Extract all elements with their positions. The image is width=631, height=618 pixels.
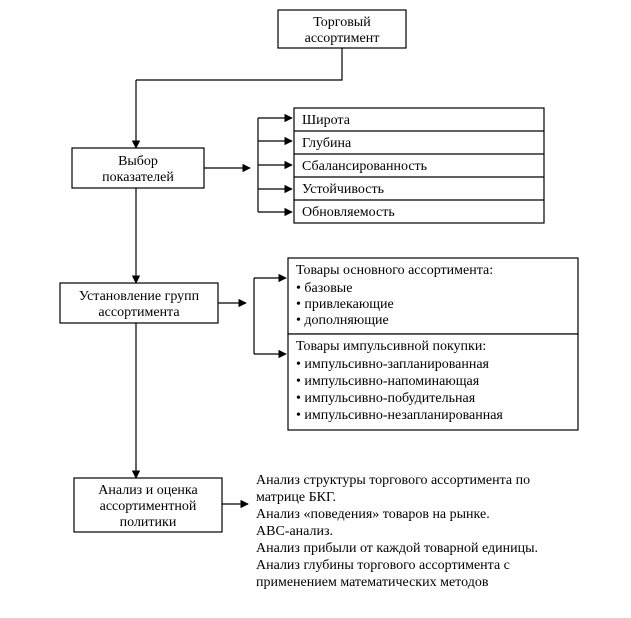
analysis-text-2: Анализ «поведения» товаров на рынке.	[256, 507, 490, 522]
groups-line2: ассортимента	[98, 305, 180, 320]
vybor-line1: Выбор	[118, 154, 158, 169]
indicator-4: Обновляемость	[302, 205, 395, 220]
node-impulse-goods: Товары импульсивной покупки: • импульсив…	[288, 334, 578, 430]
analysis-text-3: ABC-анализ.	[256, 524, 333, 539]
edge-top-to-bus	[136, 48, 342, 80]
impulse-goods-b1: • импульсивно-напоминающая	[296, 374, 480, 389]
analysis-text-4: Анализ прибыли от каждой товарной единиц…	[256, 541, 538, 556]
analysis-line3: политики	[120, 515, 177, 530]
node-groups: Установление групп ассортимента	[60, 283, 218, 323]
analysis-text-6: применением математических методов	[256, 575, 489, 590]
analysis-text-0: Анализ структуры торгового ассортимента …	[256, 473, 530, 488]
analysis-line1: Анализ и оценка	[98, 483, 198, 498]
indicator-1: Глубина	[302, 136, 352, 151]
analysis-text-1: матрице БКГ.	[256, 490, 336, 505]
impulse-goods-b3: • импульсивно-незапланированная	[296, 408, 503, 423]
top-line2: ассортимент	[305, 31, 380, 46]
indicator-2: Сбалансированность	[302, 159, 427, 174]
main-goods-b1: • привлекающие	[296, 297, 394, 312]
impulse-goods-title: Товары импульсивной покупки:	[296, 339, 486, 354]
indicator-0: Широта	[302, 113, 351, 128]
node-main-goods: Товары основного ассортимента: • базовые…	[288, 258, 578, 334]
impulse-goods-b0: • импульсивно-запланированная	[296, 357, 490, 372]
node-analysis: Анализ и оценка ассортиментной политики	[74, 478, 222, 532]
indicator-3: Устойчивость	[302, 182, 384, 197]
node-analysis-text: Анализ структуры торгового ассортимента …	[256, 473, 538, 590]
main-goods-b0: • базовые	[296, 281, 352, 296]
node-indicators: Широта Глубина Сбалансированность Устойч…	[294, 108, 544, 223]
groups-line1: Установление групп	[79, 289, 200, 304]
vybor-line2: показателей	[102, 170, 174, 185]
main-goods-b2: • дополняющие	[296, 313, 389, 328]
node-top: Торговый ассортимент	[278, 10, 406, 48]
node-vybor: Выбор показателей	[72, 148, 204, 188]
top-line1: Торговый	[313, 15, 371, 30]
main-goods-title: Товары основного ассортимента:	[296, 263, 493, 278]
analysis-text-5: Анализ глубины торгового ассортимента с	[256, 558, 510, 573]
analysis-line2: ассортиментной	[100, 499, 197, 514]
flowchart-canvas: Торговый ассортимент Выбор показателей Ш…	[0, 0, 631, 618]
impulse-goods-b2: • импульсивно-побудительная	[296, 391, 476, 406]
